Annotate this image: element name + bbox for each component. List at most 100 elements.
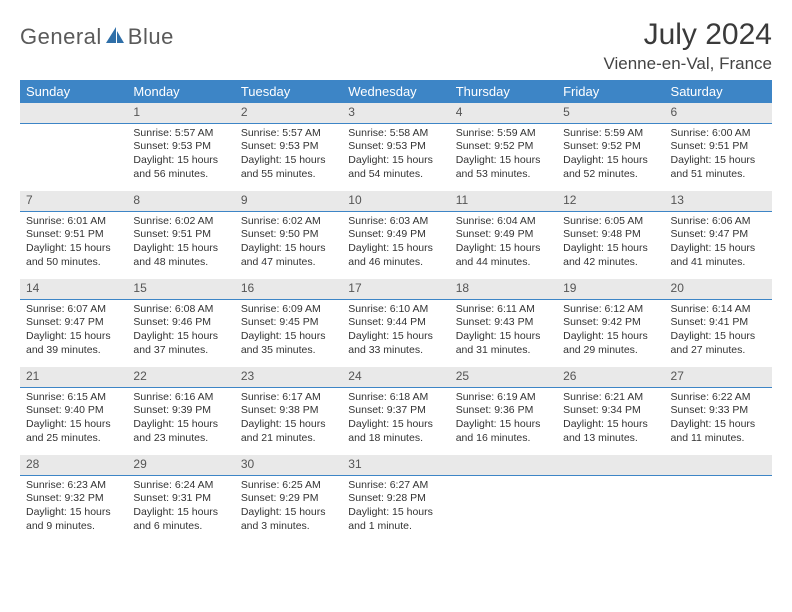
sunset-text: Sunset: 9:41 PM	[671, 316, 766, 330]
sunrise-text: Sunrise: 6:02 AM	[133, 215, 228, 229]
day-details: Sunrise: 6:21 AMSunset: 9:34 PMDaylight:…	[557, 388, 664, 450]
sunrise-text: Sunrise: 5:59 AM	[456, 127, 551, 141]
sunrise-text: Sunrise: 6:08 AM	[133, 303, 228, 317]
day-details: Sunrise: 6:02 AMSunset: 9:50 PMDaylight:…	[235, 212, 342, 274]
day-number: 13	[665, 191, 772, 212]
day-details: Sunrise: 5:57 AMSunset: 9:53 PMDaylight:…	[235, 124, 342, 186]
day-number: 10	[342, 191, 449, 212]
day-number: 23	[235, 367, 342, 388]
sunset-text: Sunset: 9:49 PM	[456, 228, 551, 242]
daylight-text: Daylight: 15 hours and 37 minutes.	[133, 330, 228, 357]
day-number: 5	[557, 103, 664, 124]
calendar-cell: 1Sunrise: 5:57 AMSunset: 9:53 PMDaylight…	[127, 103, 234, 191]
daylight-text: Daylight: 15 hours and 53 minutes.	[456, 154, 551, 181]
calendar-cell: 28Sunrise: 6:23 AMSunset: 9:32 PMDayligh…	[20, 455, 127, 543]
day-number: 15	[127, 279, 234, 300]
calendar-cell: 22Sunrise: 6:16 AMSunset: 9:39 PMDayligh…	[127, 367, 234, 455]
calendar-cell: 17Sunrise: 6:10 AMSunset: 9:44 PMDayligh…	[342, 279, 449, 367]
calendar-row: 7Sunrise: 6:01 AMSunset: 9:51 PMDaylight…	[20, 191, 772, 279]
daylight-text: Daylight: 15 hours and 51 minutes.	[671, 154, 766, 181]
day-number: 18	[450, 279, 557, 300]
day-details: Sunrise: 6:24 AMSunset: 9:31 PMDaylight:…	[127, 476, 234, 538]
day-details: Sunrise: 5:59 AMSunset: 9:52 PMDaylight:…	[557, 124, 664, 186]
day-number: 25	[450, 367, 557, 388]
day-details: Sunrise: 6:05 AMSunset: 9:48 PMDaylight:…	[557, 212, 664, 274]
day-details: Sunrise: 6:12 AMSunset: 9:42 PMDaylight:…	[557, 300, 664, 362]
calendar-cell: 6Sunrise: 6:00 AMSunset: 9:51 PMDaylight…	[665, 103, 772, 191]
brand-logo: General Blue	[20, 24, 174, 50]
day-details: Sunrise: 5:59 AMSunset: 9:52 PMDaylight:…	[450, 124, 557, 186]
calendar-cell	[557, 455, 664, 543]
sunset-text: Sunset: 9:40 PM	[26, 404, 121, 418]
header: General Blue July 2024 Vienne-en-Val, Fr…	[20, 18, 772, 74]
calendar-cell: 12Sunrise: 6:05 AMSunset: 9:48 PMDayligh…	[557, 191, 664, 279]
sunset-text: Sunset: 9:37 PM	[348, 404, 443, 418]
sunrise-text: Sunrise: 5:58 AM	[348, 127, 443, 141]
sunrise-text: Sunrise: 6:18 AM	[348, 391, 443, 405]
day-number: 8	[127, 191, 234, 212]
calendar-cell: 23Sunrise: 6:17 AMSunset: 9:38 PMDayligh…	[235, 367, 342, 455]
calendar-cell: 9Sunrise: 6:02 AMSunset: 9:50 PMDaylight…	[235, 191, 342, 279]
day-number: 24	[342, 367, 449, 388]
day-number: 31	[342, 455, 449, 476]
sunrise-text: Sunrise: 5:59 AM	[563, 127, 658, 141]
day-number: 17	[342, 279, 449, 300]
calendar-cell	[20, 103, 127, 191]
weekday-header: Tuesday	[235, 80, 342, 103]
sunrise-text: Sunrise: 6:17 AM	[241, 391, 336, 405]
calendar-cell: 21Sunrise: 6:15 AMSunset: 9:40 PMDayligh…	[20, 367, 127, 455]
daylight-text: Daylight: 15 hours and 9 minutes.	[26, 506, 121, 533]
daylight-text: Daylight: 15 hours and 13 minutes.	[563, 418, 658, 445]
calendar-cell: 13Sunrise: 6:06 AMSunset: 9:47 PMDayligh…	[665, 191, 772, 279]
daylight-text: Daylight: 15 hours and 39 minutes.	[26, 330, 121, 357]
day-details: Sunrise: 6:14 AMSunset: 9:41 PMDaylight:…	[665, 300, 772, 362]
sunset-text: Sunset: 9:49 PM	[348, 228, 443, 242]
sunset-text: Sunset: 9:52 PM	[456, 140, 551, 154]
sunset-text: Sunset: 9:50 PM	[241, 228, 336, 242]
calendar-cell: 24Sunrise: 6:18 AMSunset: 9:37 PMDayligh…	[342, 367, 449, 455]
calendar-cell: 19Sunrise: 6:12 AMSunset: 9:42 PMDayligh…	[557, 279, 664, 367]
day-number: 26	[557, 367, 664, 388]
sunrise-text: Sunrise: 6:05 AM	[563, 215, 658, 229]
weekday-header: Friday	[557, 80, 664, 103]
title-block: July 2024 Vienne-en-Val, France	[603, 18, 772, 74]
day-number: 21	[20, 367, 127, 388]
sunset-text: Sunset: 9:36 PM	[456, 404, 551, 418]
sunset-text: Sunset: 9:51 PM	[671, 140, 766, 154]
calendar-cell: 10Sunrise: 6:03 AMSunset: 9:49 PMDayligh…	[342, 191, 449, 279]
daylight-text: Daylight: 15 hours and 6 minutes.	[133, 506, 228, 533]
sunrise-text: Sunrise: 6:10 AM	[348, 303, 443, 317]
calendar-cell: 31Sunrise: 6:27 AMSunset: 9:28 PMDayligh…	[342, 455, 449, 543]
sunset-text: Sunset: 9:53 PM	[241, 140, 336, 154]
sail-icon	[104, 25, 126, 50]
day-details: Sunrise: 6:19 AMSunset: 9:36 PMDaylight:…	[450, 388, 557, 450]
sunrise-text: Sunrise: 6:21 AM	[563, 391, 658, 405]
weekday-header: Wednesday	[342, 80, 449, 103]
day-number: 22	[127, 367, 234, 388]
day-number: 20	[665, 279, 772, 300]
sunset-text: Sunset: 9:48 PM	[563, 228, 658, 242]
sunset-text: Sunset: 9:29 PM	[241, 492, 336, 506]
day-details: Sunrise: 6:16 AMSunset: 9:39 PMDaylight:…	[127, 388, 234, 450]
brand-word1: General	[20, 24, 102, 50]
sunset-text: Sunset: 9:28 PM	[348, 492, 443, 506]
day-number	[450, 455, 557, 476]
sunset-text: Sunset: 9:33 PM	[671, 404, 766, 418]
daylight-text: Daylight: 15 hours and 31 minutes.	[456, 330, 551, 357]
sunrise-text: Sunrise: 6:09 AM	[241, 303, 336, 317]
sunset-text: Sunset: 9:47 PM	[671, 228, 766, 242]
sunset-text: Sunset: 9:46 PM	[133, 316, 228, 330]
day-details: Sunrise: 6:15 AMSunset: 9:40 PMDaylight:…	[20, 388, 127, 450]
day-number: 7	[20, 191, 127, 212]
sunset-text: Sunset: 9:34 PM	[563, 404, 658, 418]
day-number	[665, 455, 772, 476]
sunset-text: Sunset: 9:53 PM	[348, 140, 443, 154]
sunrise-text: Sunrise: 5:57 AM	[241, 127, 336, 141]
calendar-cell: 4Sunrise: 5:59 AMSunset: 9:52 PMDaylight…	[450, 103, 557, 191]
sunrise-text: Sunrise: 6:14 AM	[671, 303, 766, 317]
calendar-cell: 30Sunrise: 6:25 AMSunset: 9:29 PMDayligh…	[235, 455, 342, 543]
daylight-text: Daylight: 15 hours and 42 minutes.	[563, 242, 658, 269]
calendar-cell	[665, 455, 772, 543]
daylight-text: Daylight: 15 hours and 54 minutes.	[348, 154, 443, 181]
calendar-cell: 16Sunrise: 6:09 AMSunset: 9:45 PMDayligh…	[235, 279, 342, 367]
